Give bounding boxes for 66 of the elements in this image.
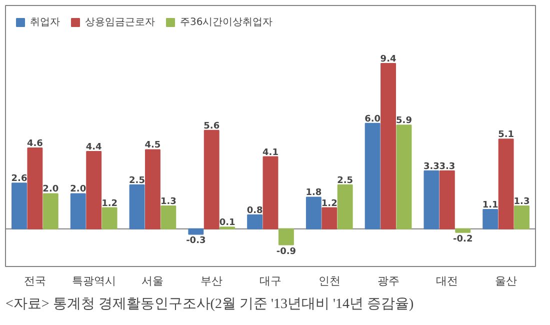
bar — [455, 228, 471, 233]
data-label: -0.2 — [453, 234, 473, 244]
x-tick-label: 광주 — [377, 274, 400, 288]
data-label: 3.3 — [439, 162, 456, 172]
bar — [86, 150, 102, 230]
x-tick-label: 인천 — [318, 274, 340, 288]
data-label: 9.4 — [380, 54, 396, 64]
legend-label: 주36시간이상취업자 — [180, 16, 273, 29]
data-label: 1.8 — [306, 188, 322, 198]
bar — [204, 130, 220, 230]
data-label: 5.9 — [396, 116, 412, 126]
legend-label: 상용임금근로자 — [85, 16, 155, 29]
data-label: 1.1 — [482, 200, 498, 211]
bar — [498, 138, 514, 230]
data-label: 0.8 — [246, 206, 263, 216]
x-tick-label: 대구 — [260, 274, 282, 288]
data-label: -0.3 — [186, 236, 206, 246]
data-label: 3.3 — [423, 162, 440, 172]
data-label: 1.3 — [160, 197, 176, 208]
bar — [306, 196, 322, 230]
bar — [278, 228, 294, 246]
x-tick-label: 부산 — [200, 274, 223, 288]
data-label: 1.2 — [102, 198, 118, 209]
bar — [27, 147, 43, 230]
bar — [70, 193, 86, 230]
bar — [129, 184, 145, 230]
bar — [337, 184, 353, 230]
bar — [160, 206, 176, 230]
bar — [145, 149, 160, 230]
bar — [380, 63, 396, 230]
data-label: 1.2 — [321, 198, 338, 209]
data-label: 4.4 — [86, 142, 102, 152]
data-label: 2.5 — [337, 176, 354, 186]
data-label: 4.6 — [26, 138, 43, 149]
x-tick-label: 서울 — [142, 274, 164, 288]
data-label: 5.6 — [204, 121, 220, 132]
x-tick-label: 대전 — [436, 274, 458, 288]
bar — [188, 228, 204, 235]
data-label: 0.1 — [219, 218, 236, 228]
data-label: 6.0 — [364, 114, 381, 124]
bar — [514, 206, 530, 230]
data-label: 2.0 — [42, 184, 59, 195]
bar — [424, 170, 440, 230]
text: <자료> 통계청 경제활동인구조사(2월 기준 '13년대비 '14년 증감율) — [6, 297, 414, 312]
bar — [102, 207, 118, 230]
data-label: 2.0 — [70, 184, 86, 195]
bar — [262, 156, 278, 230]
bar — [322, 207, 338, 230]
bar — [396, 124, 412, 230]
data-label: 1.3 — [514, 197, 530, 208]
bar — [42, 193, 58, 230]
x-tick-label: 울산 — [495, 274, 518, 288]
legend-label: 취업자 — [30, 16, 60, 29]
bar — [247, 214, 263, 230]
data-label: -0.9 — [276, 246, 296, 257]
data-label: 5.1 — [498, 130, 514, 140]
bar — [482, 209, 498, 230]
data-label: 4.5 — [144, 140, 161, 151]
x-tick-label: 전국 — [24, 274, 46, 288]
x-tick-label: 특광역시 — [72, 274, 116, 288]
bar — [439, 170, 455, 230]
bar — [364, 122, 380, 230]
data-label: 2.5 — [129, 176, 145, 186]
data-label: 2.6 — [11, 174, 28, 184]
data-label: 4.1 — [262, 148, 278, 158]
bar — [12, 182, 27, 230]
